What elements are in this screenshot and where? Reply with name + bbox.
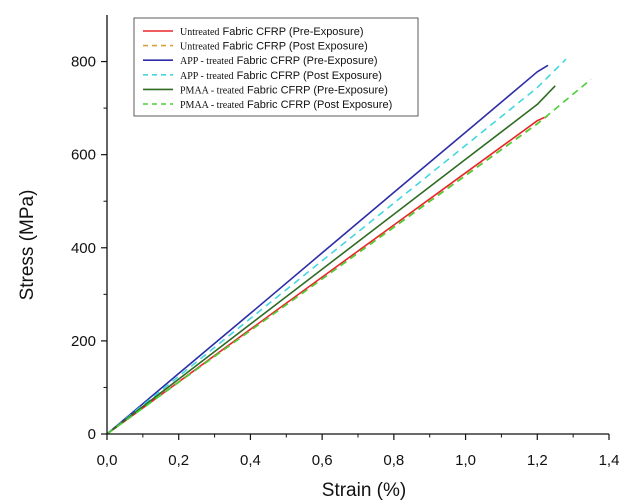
legend-entry-prefix: Untreated (180, 42, 219, 53)
y-tick-label: 400 (71, 240, 96, 257)
legend-entry: Untreated Fabric CFRP (Pre-Exposure) (180, 26, 364, 38)
legend-entry-prefix: PMAA - treated (180, 100, 244, 111)
y-tick-label: 800 (71, 54, 96, 71)
legend-entry: PMAA - treated Fabric CFRP (Pre-Exposure… (180, 84, 388, 96)
legend-entry: PMAA - treated Fabric CFRP (Post Exposur… (180, 99, 392, 111)
legend-entry-suffix: Fabric CFRP (Post Exposure) (234, 70, 382, 82)
legend-entry-suffix: Fabric CFRP (Post Exposure) (244, 99, 392, 111)
series-layer (106, 58, 592, 435)
x-tick-label: 0,8 (383, 452, 404, 469)
series-line-3 (106, 64, 549, 435)
legend: Untreated Fabric CFRP (Pre-Exposure)Untr… (133, 17, 419, 117)
series-line-5 (106, 85, 556, 435)
x-tick-label: 0,6 (312, 452, 333, 469)
legend-entry-suffix: Fabric CFRP (Pre-Exposure) (219, 26, 363, 38)
legend-entry: APP - treated Fabric CFRP (Pre-Exposure) (180, 55, 378, 67)
y-axis-title: Stress (MPa) (17, 190, 38, 301)
series-line-1 (106, 116, 545, 435)
legend-entry-suffix: Fabric CFRP (Post Exposure) (219, 41, 367, 53)
x-tick-label: 0,0 (97, 452, 118, 469)
legend-entry-prefix: APP - treated (180, 71, 234, 82)
y-tick-label: 200 (71, 333, 96, 350)
y-tick-label: 0 (88, 426, 96, 443)
legend-entry-suffix: Fabric CFRP (Pre-Exposure) (234, 55, 378, 67)
x-tick-label: 0,2 (168, 452, 189, 469)
legend-entry-prefix: APP - treated (180, 56, 234, 67)
legend-entry-suffix: Fabric CFRP (Pre-Exposure) (244, 84, 388, 96)
legend-entry-prefix: Untreated (180, 27, 219, 38)
legend-entry: APP - treated Fabric CFRP (Post Exposure… (180, 70, 382, 82)
x-tick-label: 1,0 (455, 452, 476, 469)
x-tick-label: 0,4 (240, 452, 261, 469)
ticks-layer: 0,0 0,2 0,4 0,6 0,8 1,0 1,2 1,4 0 200 400 600 800 (71, 54, 619, 469)
legend-box (133, 17, 419, 117)
legend-entry-prefix: PMAA - treated (180, 85, 244, 96)
legend-entry: Untreated Fabric CFRP (Post Exposure) (180, 41, 368, 53)
y-tick-label: 600 (71, 147, 96, 164)
x-tick-label: 1,4 (599, 452, 620, 469)
x-tick-label: 1,2 (527, 452, 548, 469)
x-axis-title: Strain (%) (322, 480, 406, 501)
